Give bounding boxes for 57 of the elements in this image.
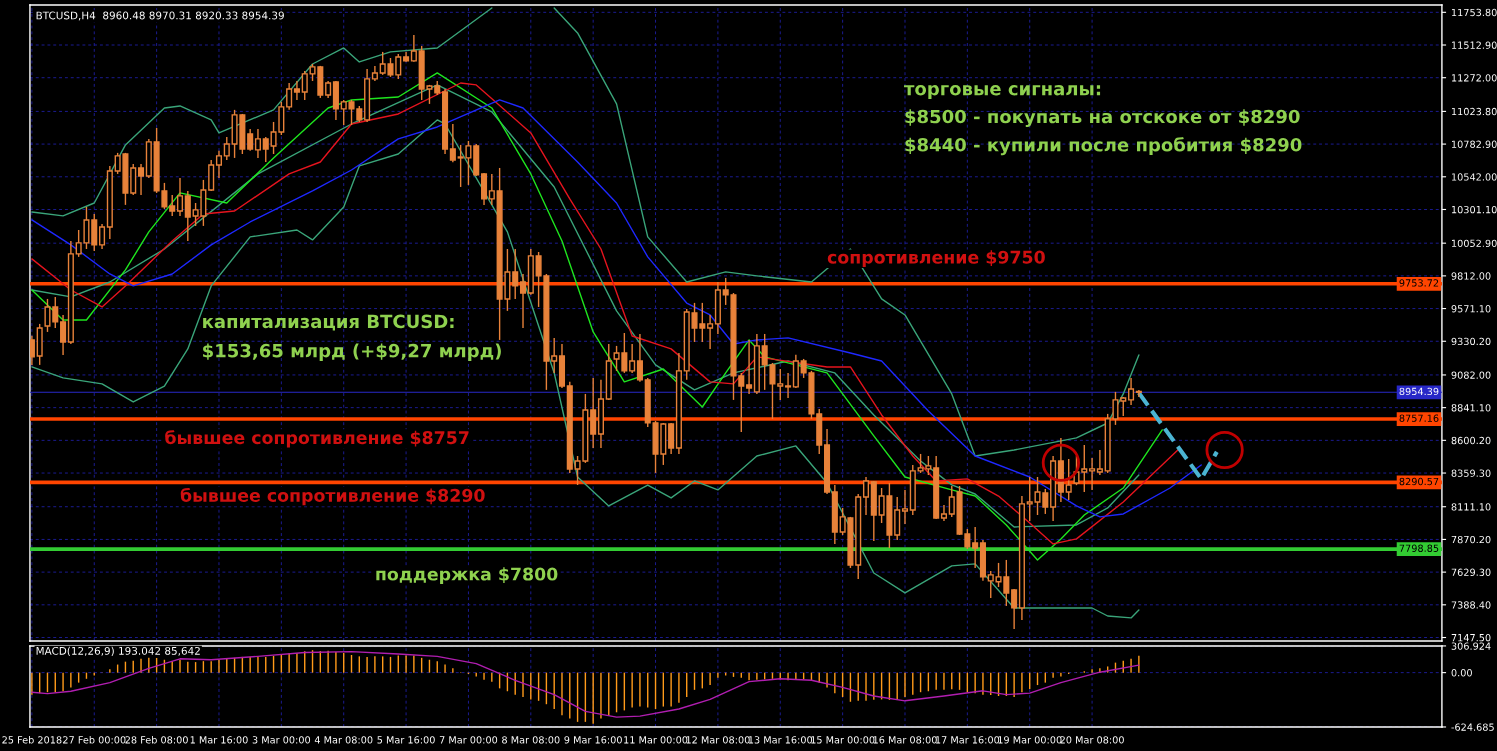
y-tick-label: 7629.30 — [1451, 568, 1491, 576]
x-tick-label: 8 Mar 08:00 — [502, 736, 560, 744]
x-tick-label: 5 Mar 16:00 — [377, 736, 435, 744]
y-tick-label: 11023.80 — [1452, 107, 1497, 116]
ref-line-label: 8757.16 — [1399, 414, 1439, 422]
x-tick-label: 28 Feb 08:00 — [125, 736, 188, 744]
y-tick-label: 8600.20 — [1451, 436, 1491, 445]
y-tick-label: 8359.30 — [1451, 469, 1491, 477]
annotation: капитализация BTCUSD: — [203, 314, 454, 331]
x-tick-label: 27 Feb 00:00 — [63, 736, 126, 744]
x-tick-label: 11 Mar 00:00 — [624, 736, 688, 744]
text: BTCUSD,H4 8960.48 8970.31 8920.33 8954.39 — [36, 11, 284, 21]
y-tick-label: 10542.00 — [1452, 173, 1497, 181]
y-tick-label: 11512.90 — [1452, 41, 1497, 49]
y-tick-label: 7870.20 — [1451, 535, 1491, 544]
x-tick-label: 15 Mar 00:00 — [811, 736, 875, 744]
y-tick-label: 10052.90 — [1452, 239, 1497, 247]
y-tick-label: 9812.00 — [1451, 272, 1491, 280]
y-tick-label: 10782.90 — [1452, 140, 1497, 148]
x-tick-label: 12 Mar 08:00 — [686, 736, 750, 744]
annotation: торговые сигналы: — [904, 85, 1101, 99]
x-tick-label: 16 Mar 08:00 — [873, 736, 937, 744]
y-tick-label: -624.685 — [1451, 723, 1494, 731]
x-tick-label: 13 Mar 16:00 — [748, 736, 813, 744]
annotation: бывшее сопротивление $8290 — [180, 487, 485, 506]
chart-title: MACD(12,26,9) 193.042 85,642 — [36, 646, 200, 657]
x-tick-label: 4 Mar 08:00 — [314, 736, 373, 744]
annotation: $153,65 млрд (+$9,27 млрд) — [203, 343, 501, 361]
ref-line-label: 8290.57 — [1399, 477, 1439, 486]
y-tick-label: 11753.80 — [1452, 8, 1497, 17]
y-tick-label: 7147.50 — [1451, 634, 1491, 642]
annotation: $8440 - купили после пробития $8290 — [905, 137, 1302, 156]
x-tick-label: 17 Mar 16:00 — [935, 736, 1000, 744]
y-tick-label: 0.00 — [1451, 669, 1472, 677]
annotation: сопротивление $9750 — [827, 250, 1045, 268]
y-tick-label: 9082.00 — [1451, 371, 1491, 379]
y-tick-label: 11272.00 — [1452, 74, 1497, 82]
annotation: поддержка $7800 — [376, 567, 558, 584]
x-tick-label: 7 Mar 00:00 — [439, 736, 498, 744]
x-tick-label: 3 Mar 00:00 — [252, 736, 311, 744]
ref-line-label: 7798.85 — [1399, 544, 1439, 552]
annotation: бывшее сопротивление $8757 — [165, 430, 469, 448]
y-tick-label: 10301.10 — [1452, 205, 1497, 214]
x-tick-label: 19 Mar 00:00 — [998, 736, 1062, 744]
x-tick-label: 25 Feb 2018 — [2, 736, 62, 744]
y-tick-label: 7388.40 — [1451, 601, 1491, 609]
x-tick-label: 20 Mar 08:00 — [1060, 736, 1124, 744]
ref-line-label: 9753.72 — [1399, 279, 1439, 287]
y-tick-label: 9330.20 — [1451, 337, 1491, 346]
ref-line-label: 8954.39 — [1399, 387, 1439, 396]
x-tick-label: 1 Mar 16:00 — [190, 736, 248, 744]
x-tick-label: 9 Mar 16:00 — [564, 736, 622, 744]
y-tick-label: 9571.10 — [1451, 305, 1491, 313]
annotation: $8500 - покупать на отскоке от $8290 — [905, 109, 1300, 127]
y-tick-label: 8841.10 — [1451, 404, 1491, 412]
y-tick-label: 306.924 — [1451, 642, 1491, 650]
y-tick-label: 8111.10 — [1451, 503, 1491, 511]
